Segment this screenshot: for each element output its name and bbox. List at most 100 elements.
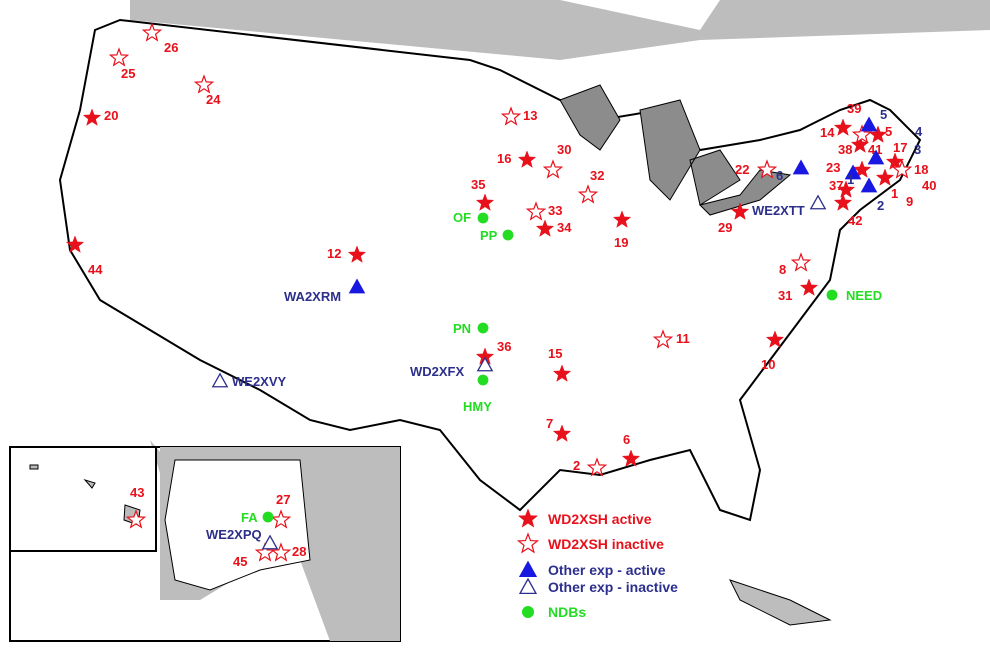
station-label: 35 [471,177,485,192]
star-icon [765,330,785,348]
station-label: 8 [779,262,786,277]
legend-label: Other exp - active [548,562,666,578]
star-icon [730,202,750,220]
station-marker-8: 8 [779,252,812,277]
station-marker-19: 19 [612,210,632,250]
station-marker-20: 20 [82,108,118,126]
station-marker-39: 39 [847,101,861,116]
legend-label: NDBs [548,604,586,620]
star-icon [108,47,130,67]
station-label: 6 [776,168,783,183]
station-label: OF [453,210,471,225]
station-marker-1: 1 [875,168,898,201]
star-icon [270,509,292,529]
star-icon [833,193,853,211]
station-label: 40 [922,178,936,193]
station-marker-12: 12 [327,245,367,263]
station-marker-41: 41 [851,124,882,157]
station-label: 3 [914,142,921,157]
station-marker-44: 44 [65,235,103,277]
station-marker-6: 6 [621,432,641,467]
station-label: 44 [88,262,103,277]
station-label: 19 [614,235,628,250]
triangle-icon [860,116,878,132]
station-label: 14 [820,125,835,140]
legend-item: WD2XSH active [517,508,652,528]
station-marker-14: 14 [820,118,853,140]
star-icon [517,150,537,168]
station-marker-32: 32 [577,168,604,204]
station-label: 23 [826,160,840,175]
station-label: 33 [548,203,562,218]
station-label: 12 [327,246,341,261]
station-marker-WA2XRM: WA2XRM [284,278,366,304]
circle-icon [477,212,489,224]
station-marker-22: 22 [735,159,778,179]
great-lakes [559,84,792,216]
station-marker-37: 37 [829,178,856,198]
legend-label: Other exp - inactive [548,579,678,595]
station-label: PN [453,321,471,336]
station-marker-PN: PN [453,321,489,336]
station-label: 45 [233,554,247,569]
station-marker-OF: OF [453,210,489,225]
station-marker-NEED: NEED [826,288,882,303]
legend-label: WD2XSH inactive [548,536,664,552]
station-marker-13: 13 [500,106,537,126]
station-label: 36 [497,339,511,354]
circle-icon [262,511,274,523]
station-label: 38 [838,142,852,157]
station-marker-10: 10 [761,330,785,372]
legend-item: Other exp - active [518,560,666,578]
station-marker-15: 15 [548,346,572,382]
star-icon [852,160,872,178]
station-marker-WE2XTT: WE2XTT [752,194,827,218]
star-icon [193,74,215,94]
star-icon [833,118,853,136]
station-label: 20 [104,108,118,123]
station-label: 30 [557,142,571,157]
station-marker-9: 9 [906,194,913,209]
star-icon [270,542,292,562]
triangle-icon [867,149,885,165]
station-label: WA2XRM [284,289,341,304]
star-icon [885,152,905,170]
triangle-icon [809,194,827,210]
station-label: 34 [557,220,572,235]
triangle-icon [348,278,366,294]
station-marker-11: 11 [652,329,690,349]
station-marker-40: 40 [922,178,936,193]
station-marker-PP: PP [480,228,514,243]
station-marker-28: 28 [270,542,306,562]
station-label: 17 [893,140,907,155]
station-marker-17: 17 [885,140,907,170]
station-marker-27: 27 [270,492,292,529]
triangle-icon [261,534,279,550]
star-icon [525,201,547,221]
legend-label: WD2XSH active [548,511,652,527]
station-marker-WE2XVY: WE2XVY [211,372,287,389]
station-marker-2: 2 [573,457,608,477]
star-icon [756,159,778,179]
station-label: WE2XPQ [206,527,262,542]
station-label: 15 [548,346,562,361]
station-label: 16 [497,151,511,166]
star-icon [621,449,641,467]
station-label: 11 [676,331,690,346]
station-label: 37 [829,178,843,193]
station-label: 5 [880,107,887,122]
station-marker-WE2XPQ: WE2XPQ [206,527,279,550]
cuba [729,579,832,626]
station-marker-29: 29 [718,202,750,235]
triangle-icon [792,159,810,175]
station-label: 13 [523,108,537,123]
station-marker-1b: 1 [844,164,862,187]
star-icon [141,22,163,42]
station-label: FA [241,510,258,525]
circle-icon [477,374,489,386]
station-marker-25: 25 [108,47,135,81]
station-label: 9 [906,194,913,209]
station-label: 24 [206,92,221,107]
star-icon [875,168,895,186]
station-label: 29 [718,220,732,235]
